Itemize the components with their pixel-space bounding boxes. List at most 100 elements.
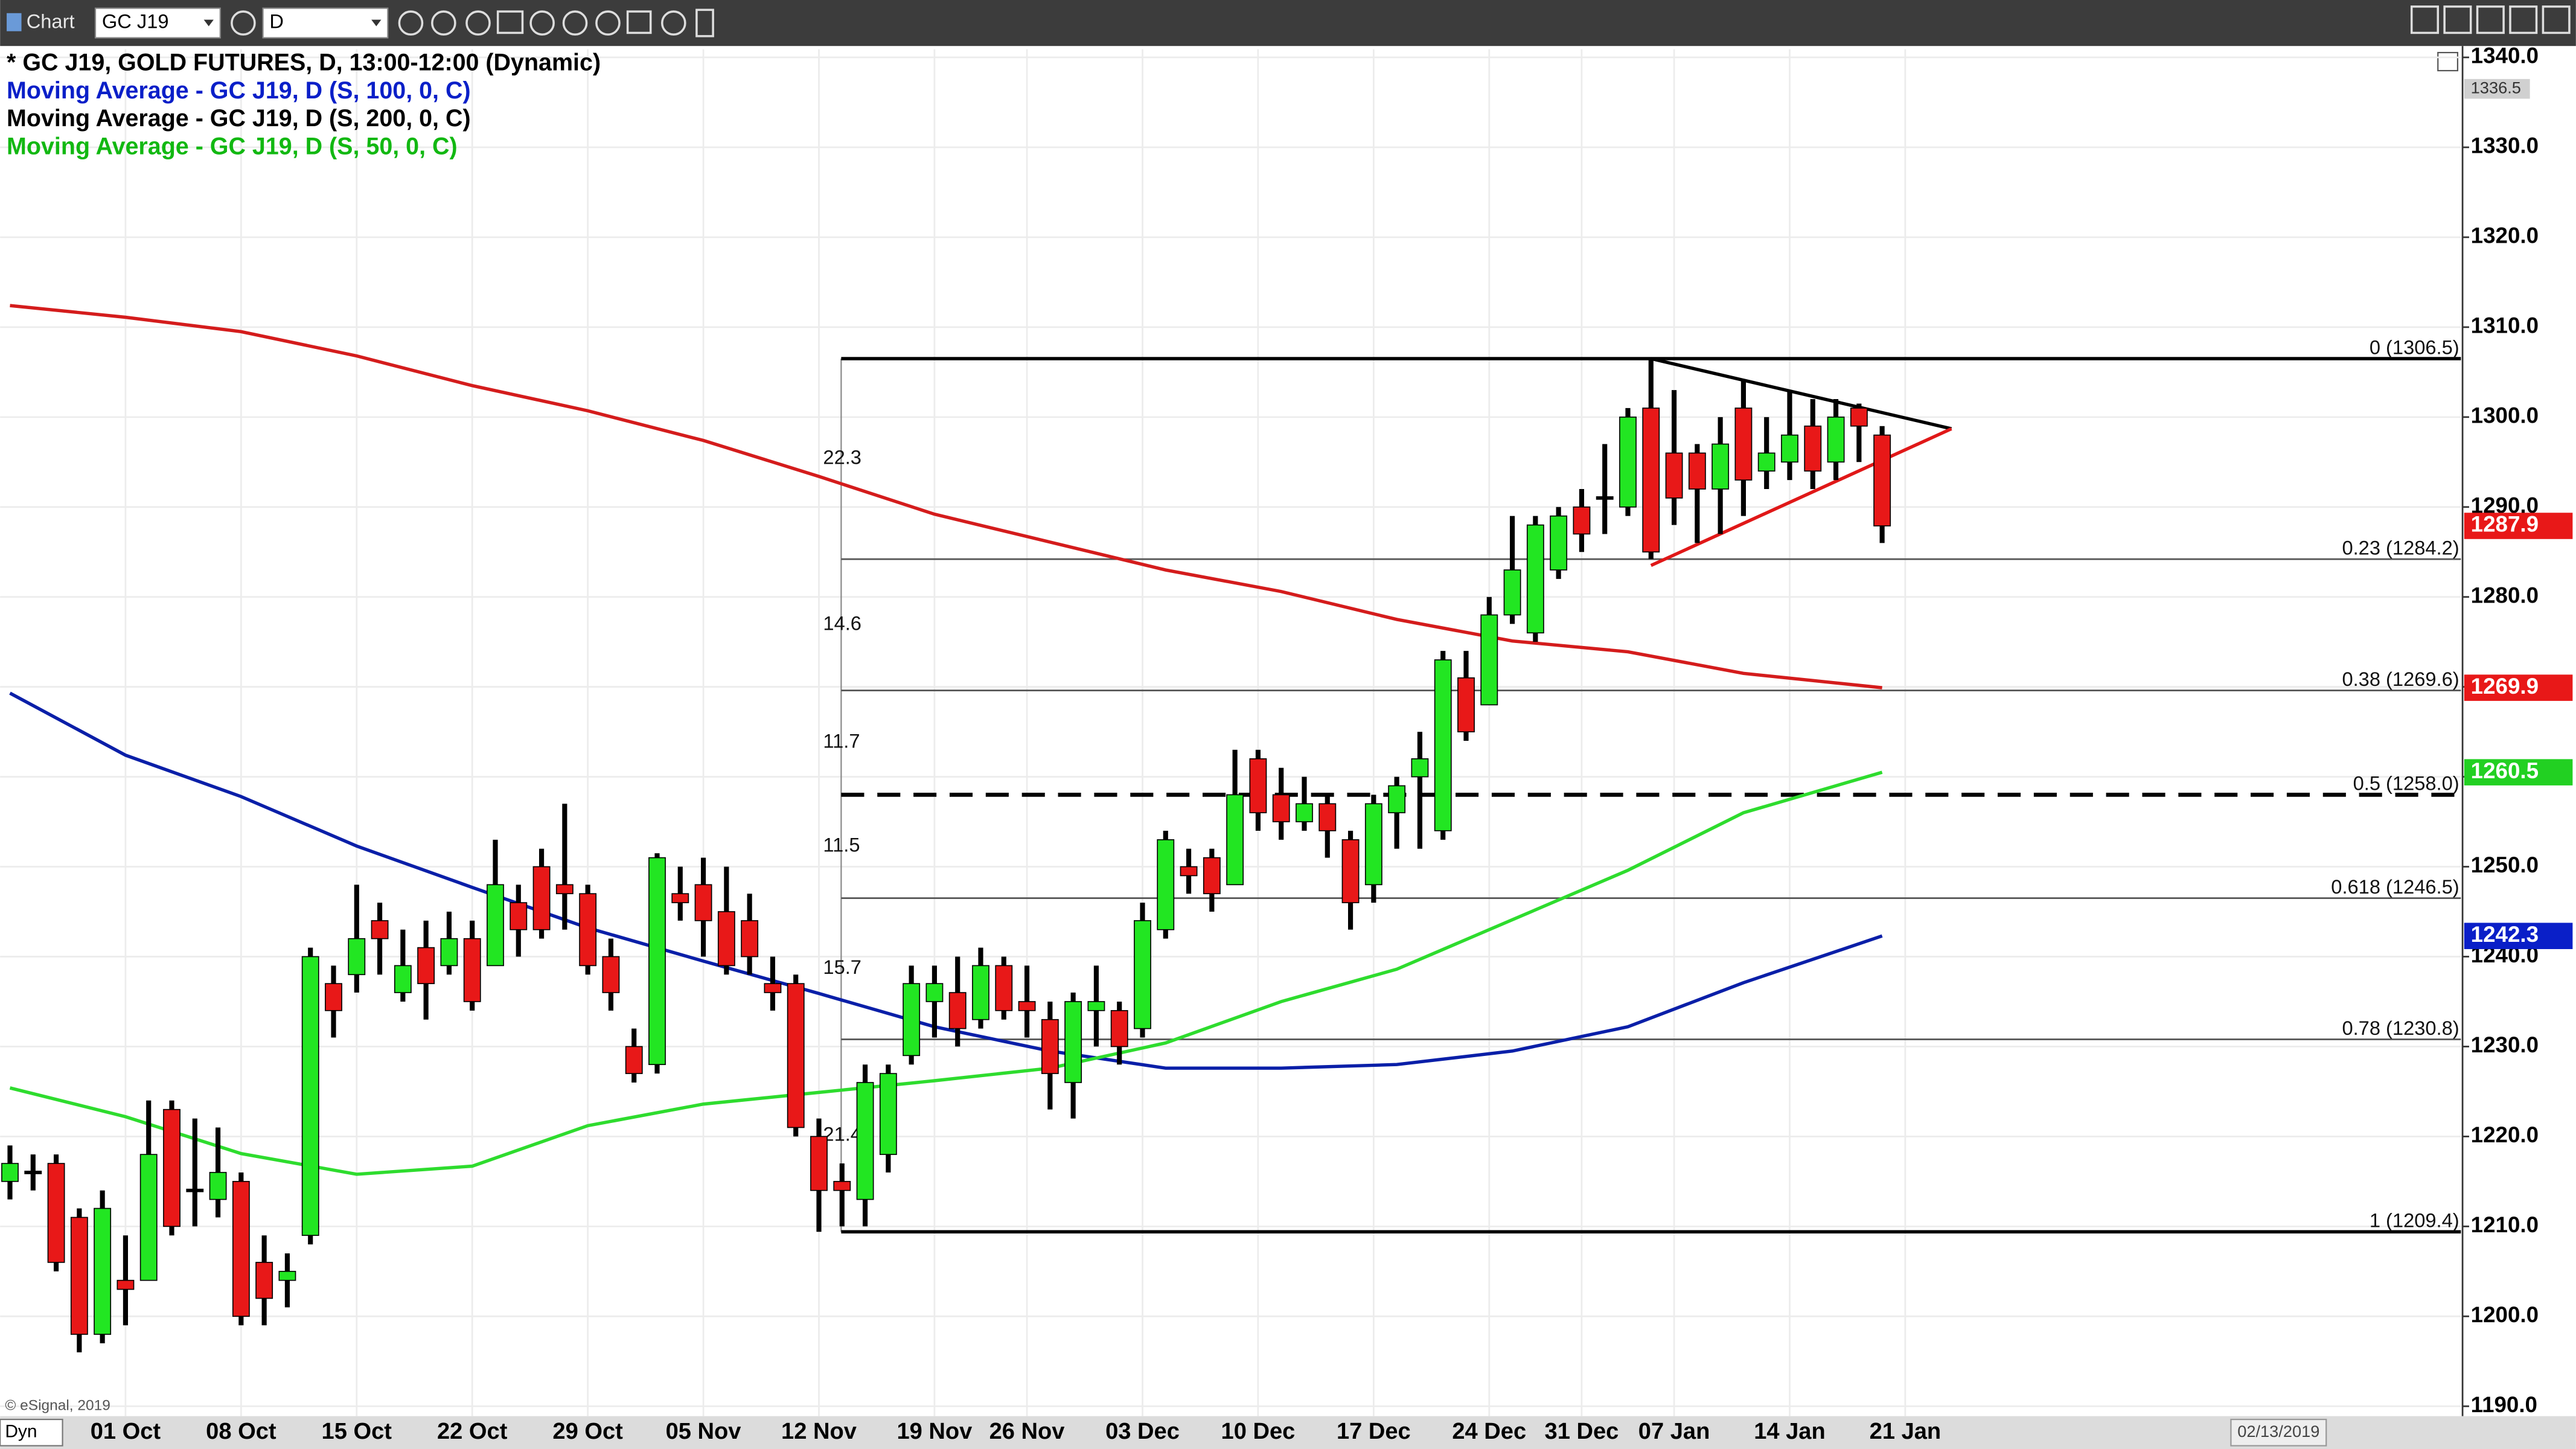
- fib-gap-label: 21.4: [823, 1122, 861, 1145]
- fib-gap-label: 22.3: [823, 446, 861, 469]
- candle-body: [1087, 1001, 1105, 1011]
- candle-body: [117, 1279, 135, 1290]
- price-badge: [2464, 759, 2573, 785]
- candle-body: [1457, 677, 1475, 732]
- candle-body: [1157, 839, 1175, 930]
- candle-body: [810, 1136, 828, 1191]
- candle-body: [510, 902, 528, 930]
- candle-body: [417, 947, 435, 984]
- candle-body: [1249, 758, 1267, 813]
- panel-button[interactable]: [2437, 51, 2459, 72]
- x-tick-label: 14 Jan: [1754, 1419, 1826, 1444]
- link-icon[interactable]: [231, 10, 256, 36]
- candle-body: [255, 1262, 273, 1299]
- candle-body: [1619, 416, 1637, 508]
- candle-body: [625, 1046, 643, 1074]
- fib-label: 0.23 (1284.2): [2342, 536, 2459, 558]
- price-badge: [2464, 78, 2530, 99]
- date-box: [2230, 1418, 2327, 1447]
- candle-body: [1018, 1001, 1036, 1011]
- price-badge: [2464, 513, 2573, 539]
- x-tick-label: 08 Oct: [206, 1419, 276, 1444]
- candle-body: [856, 1082, 874, 1200]
- candle-body: [1341, 839, 1360, 903]
- candle-body: [463, 938, 481, 1002]
- candle-body: [1110, 1010, 1128, 1048]
- candle-body: [1596, 496, 1614, 500]
- candle-body: [903, 983, 921, 1057]
- y-tick-label: 1340.0: [2471, 43, 2539, 68]
- symbol-input[interactable]: [94, 7, 221, 39]
- price-badge-label: 1242.3: [2471, 922, 2539, 947]
- fib-label: 0.38 (1269.6): [2342, 668, 2459, 690]
- help-button[interactable]: [2410, 5, 2440, 34]
- candle-body: [278, 1270, 296, 1281]
- y-tick-label: 1280.0: [2471, 583, 2539, 607]
- time-axis: [0, 1416, 2576, 1449]
- price-badge: [2464, 674, 2573, 701]
- candle-body: [371, 920, 389, 939]
- candle-body: [1434, 659, 1452, 831]
- mode-box[interactable]: [0, 1418, 63, 1447]
- close-button[interactable]: [2542, 5, 2571, 34]
- candle-body: [1064, 1001, 1082, 1083]
- x-tick-label: 05 Nov: [666, 1419, 742, 1444]
- moving-average-line: [10, 304, 1882, 689]
- tool-icon[interactable]: [496, 10, 524, 34]
- app-name: Chart: [27, 10, 75, 33]
- candle-body: [348, 938, 366, 976]
- candle-body: [555, 884, 574, 895]
- candle-body: [440, 938, 458, 967]
- date-text: 02/13/2019: [2237, 1422, 2319, 1441]
- x-tick-label: 29 Oct: [552, 1419, 623, 1444]
- fib-gap-label: 14.6: [823, 612, 861, 634]
- candle-body: [1480, 614, 1498, 706]
- y-tick-label: 1220.0: [2471, 1122, 2539, 1147]
- plot: 1190.01200.01210.01220.01230.01240.01250…: [0, 43, 2573, 1444]
- tool-icon[interactable]: [626, 10, 652, 34]
- candle-body: [1711, 443, 1730, 490]
- candle-body: [532, 866, 551, 930]
- fib-label: 0 (1306.5): [2370, 336, 2459, 358]
- tool-icon[interactable]: [398, 10, 424, 36]
- x-tick-label: 10 Dec: [1221, 1419, 1296, 1444]
- twitter-icon[interactable]: [660, 10, 686, 36]
- candle-body: [671, 893, 689, 903]
- candle-body: [764, 983, 782, 993]
- toolbar: [0, 0, 2576, 46]
- legend-entry: Moving Average - GC J19, D (S, 50, 0, C): [7, 133, 458, 159]
- maximize-button[interactable]: [2509, 5, 2538, 34]
- x-tick-label: 24 Dec: [1452, 1419, 1526, 1444]
- trendline: [1650, 427, 1952, 568]
- candle-body: [70, 1217, 88, 1335]
- restore-button[interactable]: [2476, 5, 2505, 34]
- minimize-button[interactable]: [2443, 5, 2472, 34]
- candle-body: [1734, 408, 1753, 481]
- candle-body: [648, 857, 666, 1066]
- chart-title: * GC J19, GOLD FUTURES, D, 13:00-12:00 (…: [7, 50, 601, 76]
- tool-icon[interactable]: [465, 10, 491, 36]
- candle-body: [301, 956, 319, 1236]
- tool-icon[interactable]: [431, 10, 456, 36]
- x-tick-label: 07 Jan: [1638, 1419, 1710, 1444]
- y-tick-label: 1190.0: [2471, 1392, 2537, 1417]
- interval-input[interactable]: [262, 7, 389, 39]
- candle-body: [833, 1181, 851, 1191]
- x-tick-label: 26 Nov: [989, 1419, 1066, 1444]
- candle-body: [1850, 408, 1868, 427]
- candle-body: [1526, 524, 1544, 634]
- candle-body: [579, 893, 597, 967]
- tool-icon[interactable]: [595, 10, 621, 36]
- dropdown-arrow: [203, 19, 214, 27]
- price-badge-label: 1260.5: [2471, 758, 2539, 783]
- candle-body: [1296, 803, 1313, 822]
- candle-body: [1411, 758, 1429, 778]
- legend: Moving Average - GC J19, D (S, 100, 0, C…: [7, 77, 471, 160]
- candle-body: [47, 1163, 65, 1263]
- tool-icon[interactable]: [562, 10, 588, 36]
- candle-body: [209, 1172, 227, 1200]
- facebook-icon[interactable]: [695, 8, 714, 37]
- fib-gap-label: 15.7: [823, 956, 861, 978]
- tool-icon[interactable]: [529, 10, 555, 36]
